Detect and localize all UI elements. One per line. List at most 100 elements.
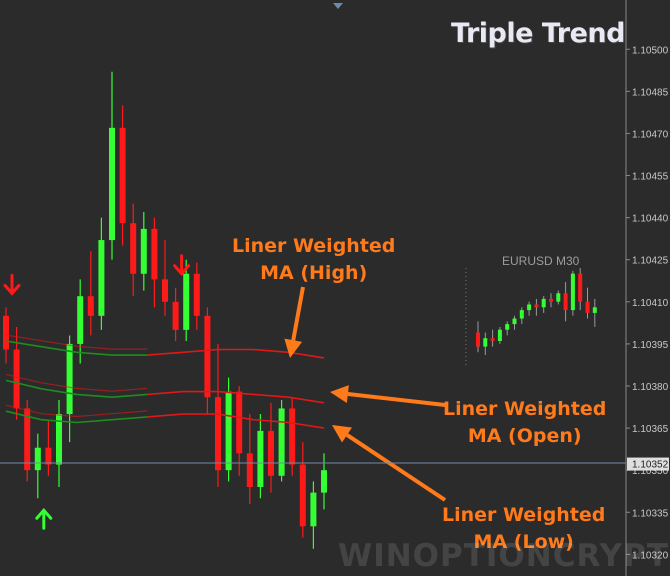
arrow-ma-high-head bbox=[284, 338, 303, 358]
signal-arrows bbox=[3, 254, 191, 530]
candle-body bbox=[299, 464, 306, 527]
current-price-box bbox=[627, 457, 669, 471]
annotation-ma-open-line1: Liner Weighted bbox=[443, 398, 607, 420]
candle-body bbox=[193, 273, 200, 316]
ma-segment-green bbox=[5, 379, 148, 399]
mini-candle-body bbox=[585, 301, 590, 313]
candle-body bbox=[87, 296, 94, 316]
y-tick-label: 1.10335 bbox=[632, 508, 669, 519]
y-tick-label: 1.10365 bbox=[632, 424, 669, 435]
candle-body bbox=[215, 397, 221, 471]
candle-body bbox=[34, 447, 41, 471]
mini-chart bbox=[465, 268, 597, 366]
annotation-ma-low-line1: Liner Weighted bbox=[442, 504, 606, 526]
mini-candle-body bbox=[592, 307, 597, 313]
candle-body bbox=[109, 127, 115, 241]
sell-arrow bbox=[3, 273, 21, 296]
y-tick-label: 1.10425 bbox=[632, 256, 669, 267]
candle-body bbox=[183, 273, 190, 330]
mini-candle-body bbox=[541, 298, 546, 308]
candle-body bbox=[162, 279, 168, 302]
candle-body bbox=[257, 430, 264, 488]
y-tick-label: 1.10320 bbox=[632, 550, 669, 561]
candle-body bbox=[119, 127, 126, 224]
watermark: WINOPTIONCRYPTO.COM bbox=[338, 538, 670, 574]
mini-candle-body bbox=[476, 332, 480, 347]
buy-arrow bbox=[35, 507, 53, 530]
ma-segment-green bbox=[5, 410, 148, 424]
ma-line-red-offset bbox=[5, 404, 148, 418]
annotation-ma-open-line2: MA (Open) bbox=[467, 425, 582, 447]
moving-averages bbox=[5, 334, 325, 429]
ma-line bbox=[147, 413, 325, 429]
annotation-ma-low: Liner Weighted MA (Low) bbox=[442, 502, 605, 556]
mini-candle-body bbox=[527, 304, 532, 311]
ma-segment-green bbox=[5, 340, 148, 356]
candle-body bbox=[130, 223, 137, 274]
mini-candle-body bbox=[549, 298, 553, 302]
candle-body bbox=[204, 315, 211, 398]
mini-candle-body bbox=[512, 318, 517, 325]
ma-line-red-offset bbox=[5, 334, 148, 350]
mini-candle-body bbox=[556, 293, 561, 302]
y-tick-label: 1.10395 bbox=[632, 340, 669, 351]
candle-body bbox=[310, 492, 317, 527]
candle-body bbox=[278, 408, 285, 476]
price-axis: 1.10500 1.10485 1.10470 1.10455 1.10440 1.104… bbox=[626, 45, 669, 561]
chart-shift-marker[interactable] bbox=[333, 3, 343, 9]
candle-body bbox=[45, 447, 52, 465]
sell-arrow bbox=[173, 254, 191, 277]
main-candles bbox=[3, 71, 327, 549]
y-tick-label: 1.10500 bbox=[632, 45, 669, 56]
candle-body bbox=[24, 408, 31, 471]
annotation-ma-high-line2: MA (High) bbox=[260, 262, 368, 284]
mini-candle-body bbox=[534, 304, 539, 308]
y-tick-label: 1.10380 bbox=[632, 382, 669, 393]
candle-body bbox=[151, 228, 158, 280]
annotation-ma-low-line2: MA (Low) bbox=[473, 531, 574, 553]
mini-candle-body bbox=[578, 273, 583, 302]
arrow-ma-low-shaft bbox=[345, 433, 447, 502]
ma-line bbox=[147, 390, 325, 404]
annotation-ma-high-line1: Liner Weighted bbox=[232, 235, 396, 257]
mini-candle-body bbox=[570, 273, 575, 311]
candle-body bbox=[321, 470, 327, 493]
candle-body bbox=[56, 414, 62, 465]
ma-line bbox=[147, 348, 325, 359]
y-tick-label: 1.10455 bbox=[632, 172, 669, 183]
arrow-ma-open-shaft bbox=[347, 392, 446, 407]
y-tick-label: 1.10485 bbox=[632, 87, 669, 98]
y-tick-label: 1.10470 bbox=[632, 129, 669, 140]
candle-body bbox=[268, 430, 274, 476]
y-tick-label: 1.10350 bbox=[632, 466, 669, 477]
mini-candle-body bbox=[497, 329, 502, 341]
y-tick-label: 1.10410 bbox=[632, 298, 669, 309]
annotation-ma-open: Liner Weighted MA (Open) bbox=[443, 396, 606, 450]
arrow-ma-low-head bbox=[332, 425, 352, 443]
annotation-arrows bbox=[284, 286, 447, 502]
candle-body bbox=[225, 391, 232, 471]
mini-candle-body bbox=[519, 310, 524, 319]
candle-body bbox=[98, 240, 105, 316]
chart-title: Triple Trend bbox=[451, 18, 625, 49]
candle-body bbox=[66, 343, 73, 415]
arrow-ma-open-head bbox=[330, 385, 349, 403]
ma-line-red-offset bbox=[5, 373, 148, 392]
candle-body bbox=[13, 349, 20, 409]
candle-body bbox=[172, 301, 179, 330]
candle-body bbox=[3, 315, 9, 350]
candle-body bbox=[289, 408, 296, 465]
mini-candle-body bbox=[490, 338, 495, 341]
symbol-label: EURUSD M30 bbox=[502, 254, 580, 268]
arrow-ma-high-shaft bbox=[291, 286, 305, 341]
mini-candle-body bbox=[483, 338, 488, 347]
y-tick-label: 1.10440 bbox=[632, 214, 669, 225]
annotation-ma-high: Liner Weighted MA (High) bbox=[232, 233, 395, 287]
candle-body bbox=[77, 296, 84, 344]
mini-candle-body bbox=[505, 324, 510, 330]
candle-body bbox=[246, 453, 253, 488]
candle-body bbox=[236, 391, 243, 454]
current-price-label: 1.10352 bbox=[632, 460, 669, 471]
mini-candle-body bbox=[563, 293, 568, 311]
